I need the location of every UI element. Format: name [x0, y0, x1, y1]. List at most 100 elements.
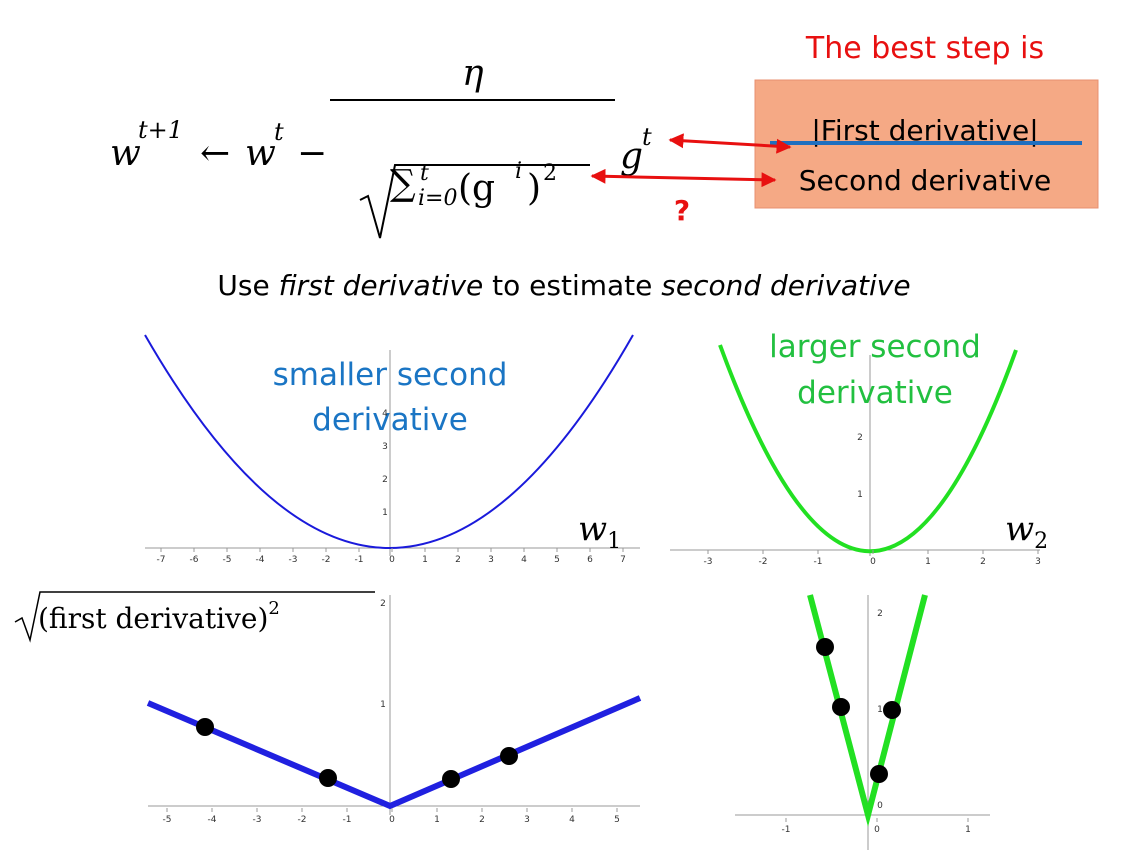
dot: [883, 701, 901, 719]
var-sub: 1: [607, 529, 621, 554]
x-tick-label: -5: [163, 815, 172, 825]
sqrt-exponent: 2: [268, 598, 279, 619]
x-tick-label: -3: [704, 557, 713, 567]
var: w: [578, 509, 607, 549]
y-tick-label: 1: [877, 705, 883, 715]
x-tick-label: 1: [422, 555, 428, 565]
plot-label: larger second: [769, 329, 981, 365]
x-tick-label: -3: [289, 555, 298, 565]
x-tick-label: -1: [782, 825, 791, 835]
formula-part: t: [642, 123, 652, 151]
x-tick-label: 2: [455, 555, 461, 565]
x-tick-label: 0: [389, 815, 395, 825]
y-tick-label: 1: [382, 508, 388, 518]
x-tick-label: 2: [479, 815, 485, 825]
dot: [319, 769, 337, 787]
formula-part: t: [420, 161, 429, 186]
x-tick-label: -1: [814, 557, 823, 567]
formula-part: (g: [458, 168, 495, 209]
formula-part: g: [620, 136, 643, 177]
x-tick-label: -1: [355, 555, 364, 565]
x-tick-label: 0: [389, 555, 395, 565]
plot-variable: w2: [1005, 509, 1048, 554]
y-tick-label: 4: [382, 409, 388, 419]
formula-part: 2: [543, 161, 557, 186]
formula-part: i=0: [418, 186, 457, 211]
plot-label: derivative: [312, 402, 468, 438]
subtitle-part: second derivative: [661, 269, 910, 302]
y-tick-label: 3: [382, 442, 388, 452]
x-tick-label: 1: [434, 815, 440, 825]
x-tick-label: -4: [208, 815, 217, 825]
x-tick-label: 3: [488, 555, 494, 565]
x-tick-label: 4: [569, 815, 575, 825]
x-tick-label: 2: [980, 557, 986, 567]
curve: [718, 344, 1018, 554]
sqrt-sign: [359, 164, 590, 239]
formula-part: η: [462, 53, 484, 94]
curve: [807, 594, 928, 827]
plot-label: derivative: [797, 375, 953, 411]
x-tick-label: 1: [965, 825, 971, 835]
x-tick-label: -7: [157, 555, 166, 565]
sqrt-label: (first derivative)2: [38, 598, 280, 635]
subtitle-part: Use: [217, 269, 278, 302]
formula-part: t: [274, 118, 284, 146]
y-tick-label: 2: [380, 599, 386, 609]
dot: [500, 747, 518, 765]
x-tick-label: 5: [554, 555, 560, 565]
dot: [816, 638, 834, 656]
x-tick-label: -3: [253, 815, 262, 825]
note-title: The best step is: [805, 31, 1044, 66]
x-tick-label: 0: [874, 825, 880, 835]
x-tick-label: 3: [1035, 557, 1041, 567]
y-tick-label: 2: [877, 609, 883, 619]
y-tick-label: 2: [382, 475, 388, 485]
x-tick-label: -5: [223, 555, 232, 565]
x-tick-label: 0: [870, 557, 876, 567]
x-tick-label: 3: [524, 815, 530, 825]
dot: [442, 770, 460, 788]
x-tick-label: 1: [925, 557, 931, 567]
dot: [832, 698, 850, 716]
formula: w t+1 ← w t − η g t ∑ t i=0 (g i ) 2: [110, 53, 652, 211]
plot: [735, 594, 990, 850]
plot: smaller second derivative w1: [144, 334, 640, 556]
x-tick-label: -4: [256, 555, 265, 565]
formula-part: i: [515, 159, 522, 184]
subtitle-part: first derivative: [279, 269, 484, 302]
plot-variable: w1: [578, 509, 621, 554]
var-sub: 2: [1034, 529, 1048, 554]
x-tick-label: -6: [190, 555, 199, 565]
formula-part: t+1: [138, 116, 183, 144]
plot-label: smaller second: [273, 357, 508, 393]
dot: [870, 765, 888, 783]
arrow: [668, 133, 792, 154]
sqrt-sign: [14, 591, 375, 643]
x-tick-label: -2: [322, 555, 331, 565]
x-tick-label: -2: [759, 557, 768, 567]
subtitle: Use first derivative to estimate second …: [217, 269, 910, 302]
curve: [146, 695, 642, 810]
y-tick-label: 2: [857, 433, 863, 443]
question-mark: ?: [674, 194, 690, 227]
dot: [196, 718, 214, 736]
plot: larger second derivative w2: [670, 329, 1048, 556]
formula-part: ←: [200, 133, 230, 174]
y-tick-label: 1: [857, 490, 863, 500]
arrow: [590, 168, 777, 188]
x-tick-label: 4: [521, 555, 527, 565]
formula-part: w: [245, 133, 276, 174]
formula-part: −: [297, 133, 327, 174]
x-tick-label: 5: [614, 815, 620, 825]
x-tick-label: -2: [298, 815, 307, 825]
note-denominator: Second derivative: [799, 164, 1052, 197]
x-tick-label: -1: [343, 815, 352, 825]
formula-part: w: [110, 133, 141, 174]
x-tick-label: 6: [587, 555, 593, 565]
y-tick-label: 1: [380, 700, 386, 710]
plot: [146, 595, 642, 815]
var: w: [1005, 509, 1034, 549]
sqrt-text: (first derivative): [38, 602, 268, 635]
